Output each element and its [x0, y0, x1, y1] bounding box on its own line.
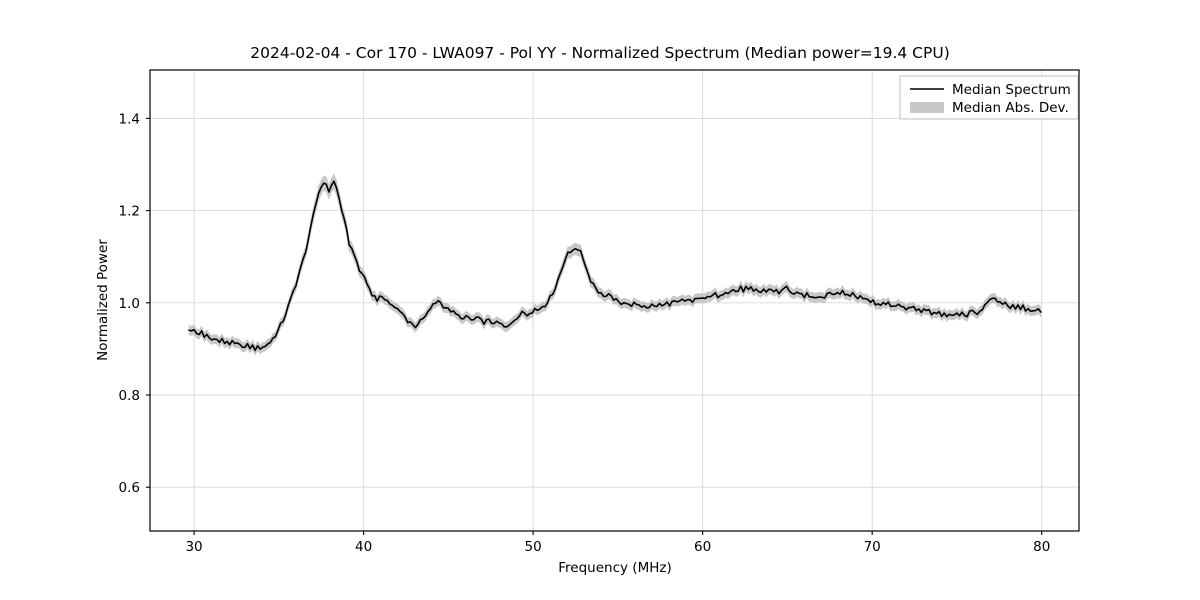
median-spectrum-line — [188, 180, 1042, 352]
chart-legend[interactable]: Median Spectrum Median Abs. Dev. — [899, 75, 1079, 120]
y-tick-labels: 0.6 0.8 1.0 1.2 1.4 — [119, 111, 140, 496]
y-axis-label: Normalized Power — [95, 239, 111, 361]
legend-label-median-abs-dev: Median Abs. Dev. — [952, 100, 1069, 116]
y-tick-label: 1.4 — [119, 111, 140, 127]
y-tick-label: 1.0 — [119, 296, 140, 312]
legend-band-swatch — [910, 102, 944, 113]
x-tick-label: 50 — [525, 539, 542, 555]
chart-title: 2024-02-04 - Cor 170 - LWA097 - Pol YY -… — [250, 44, 950, 62]
axis-ticks — [146, 117, 1043, 535]
x-axis-label: Frequency (MHz) — [558, 560, 671, 576]
mad-band — [188, 173, 1042, 356]
y-tick-label: 0.8 — [119, 388, 140, 404]
x-tick-label: 60 — [694, 539, 711, 555]
x-tick-label: 30 — [185, 539, 202, 555]
x-tick-labels: 30 40 50 60 70 80 — [185, 539, 1050, 555]
y-tick-label: 1.2 — [119, 204, 140, 220]
legend-label-median-spectrum: Median Spectrum — [952, 82, 1071, 98]
axes-frame — [149, 69, 1080, 532]
x-tick-label: 80 — [1033, 539, 1050, 555]
y-tick-label: 0.6 — [119, 480, 140, 496]
x-tick-label: 70 — [864, 539, 881, 555]
x-tick-label: 40 — [355, 539, 372, 555]
